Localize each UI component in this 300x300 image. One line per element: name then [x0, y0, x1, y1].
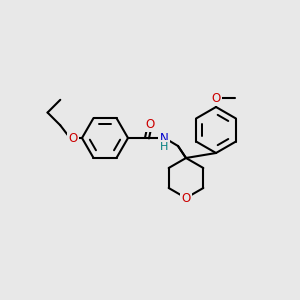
Text: O: O	[212, 92, 220, 104]
Text: N: N	[160, 131, 168, 145]
Text: H: H	[160, 142, 168, 152]
Text: O: O	[146, 118, 154, 130]
Text: O: O	[68, 131, 78, 145]
Text: O: O	[182, 191, 190, 205]
